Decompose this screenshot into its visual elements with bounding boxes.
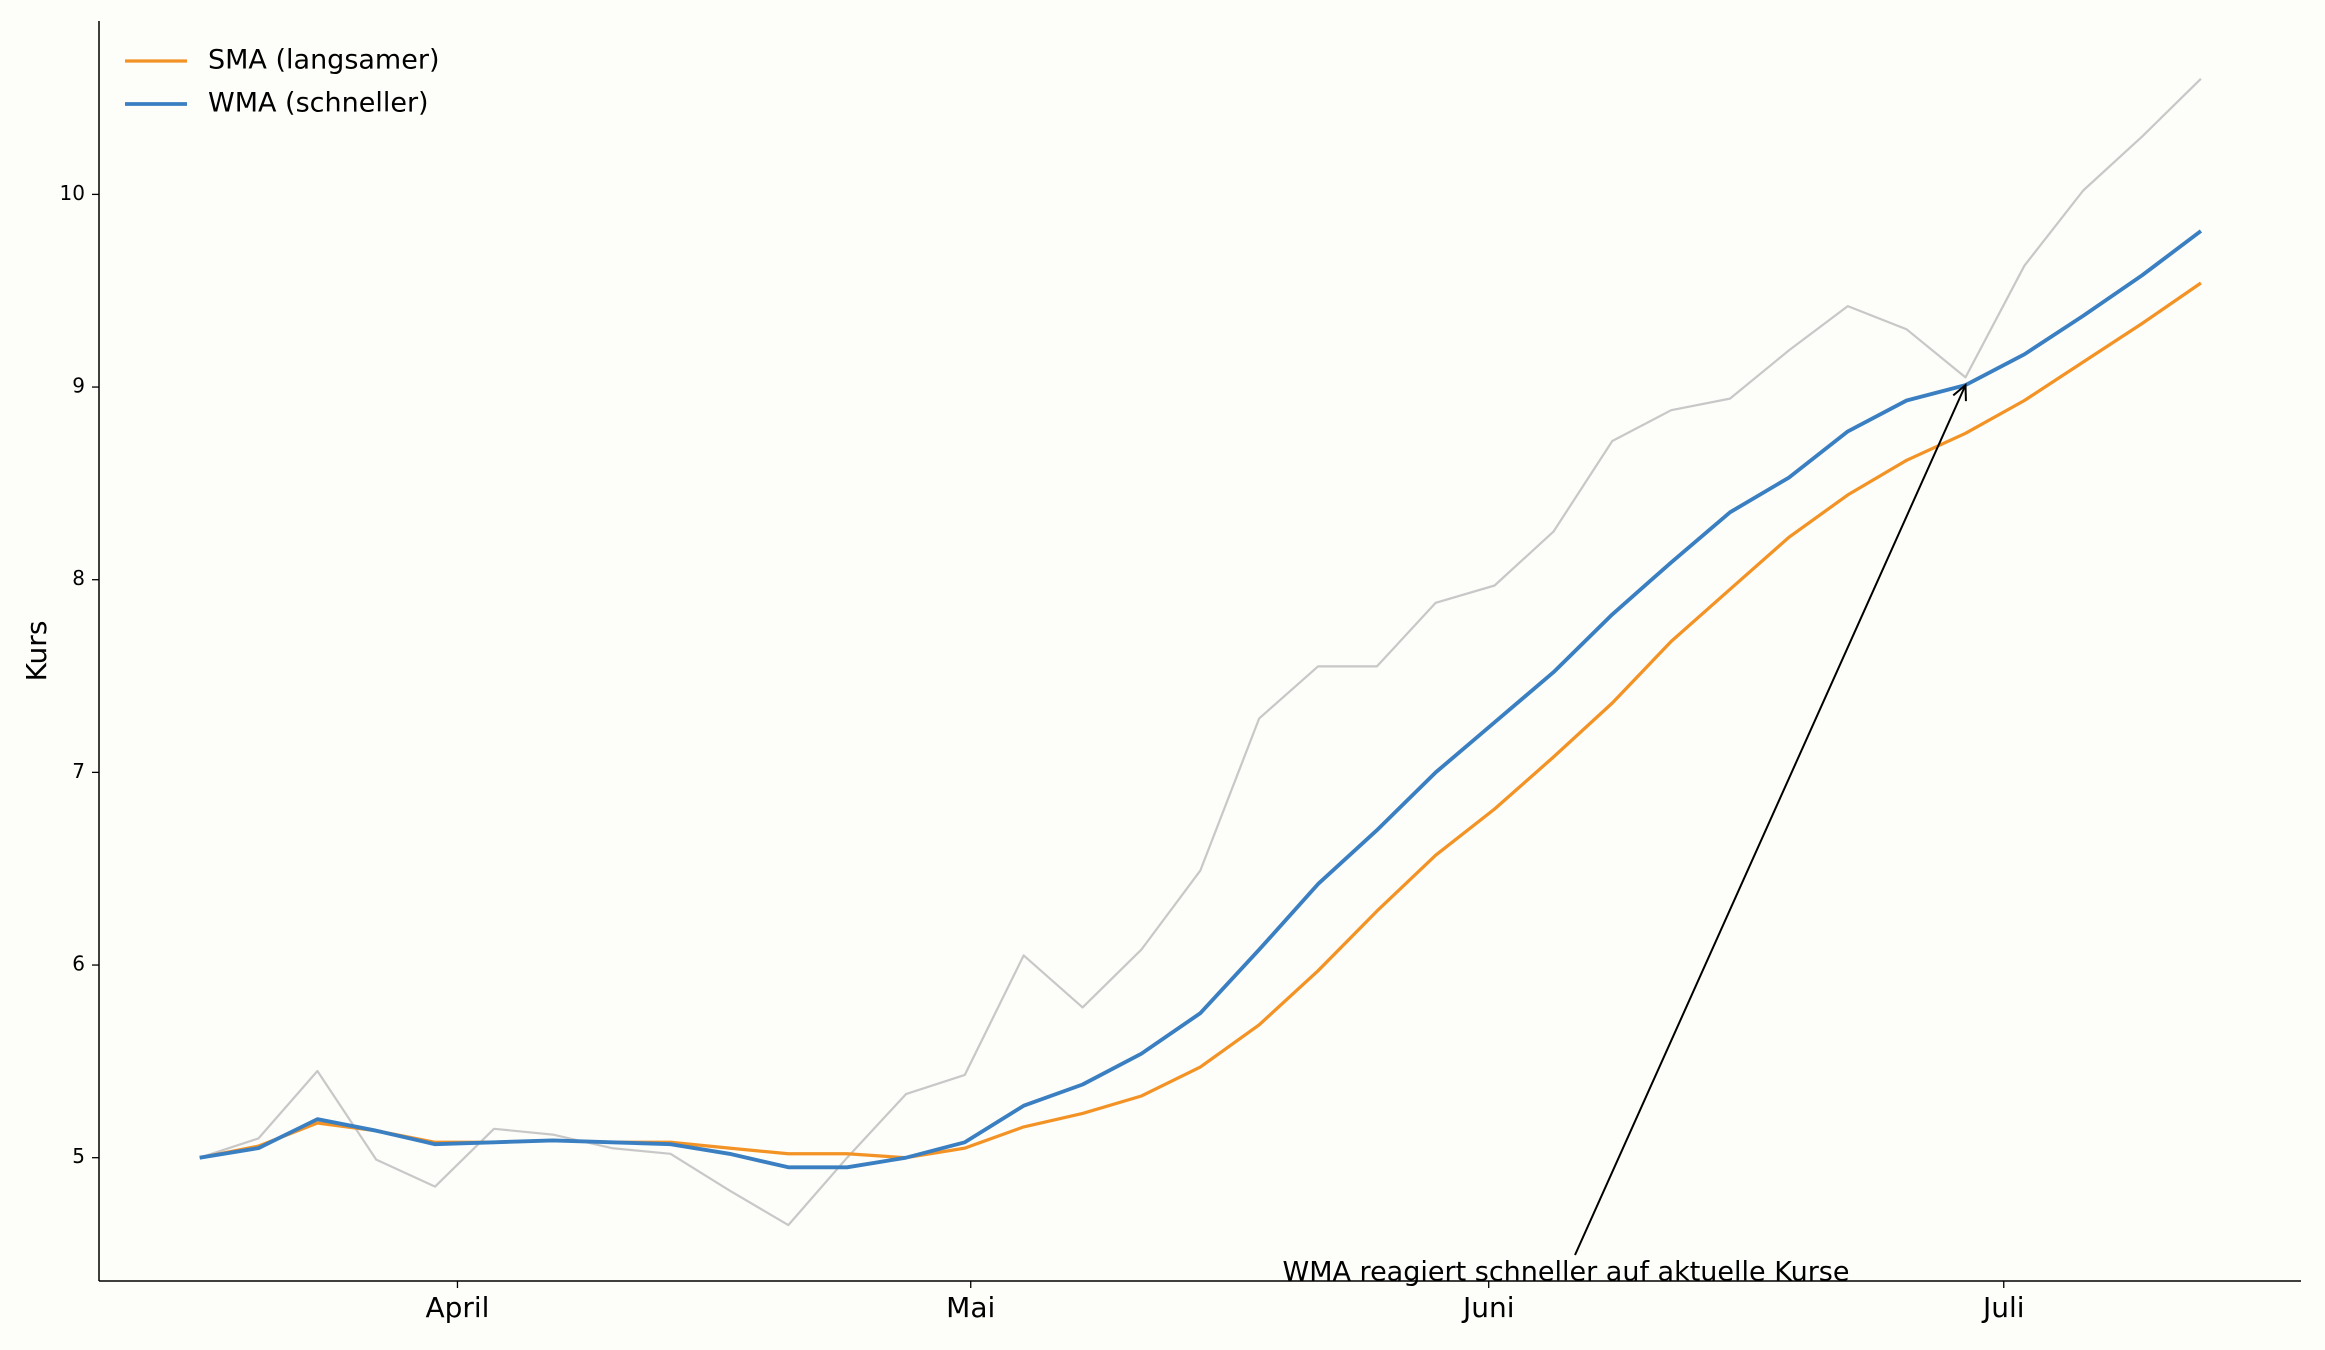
annotation: WMA reagiert schneller auf aktuelle Kurs… [1283,1257,1850,1288]
y-tick-label: 6 [72,952,85,976]
legend-label: WMA (schneller) [208,88,429,119]
annotation-arrow [1574,384,1967,1256]
x-tick-label: Mai [946,1291,995,1324]
x-tick-label: April [425,1291,489,1324]
legend-label: SMA (langsamer) [208,45,439,76]
y-tick-label: 8 [72,566,85,590]
y-tick-label: 10 [60,181,85,205]
x-tick-label: Juni [1461,1291,1515,1324]
y-tick-label: 5 [72,1144,85,1168]
y-tick-label: 9 [72,374,85,398]
x-tick-label: Juli [1981,1291,2025,1324]
series-line [199,78,2202,1227]
annotation-arrowhead [1952,383,1967,402]
y-axis-label: Kurs [20,621,53,682]
series-line [199,229,2203,1170]
y-tick-label: 7 [72,759,85,783]
